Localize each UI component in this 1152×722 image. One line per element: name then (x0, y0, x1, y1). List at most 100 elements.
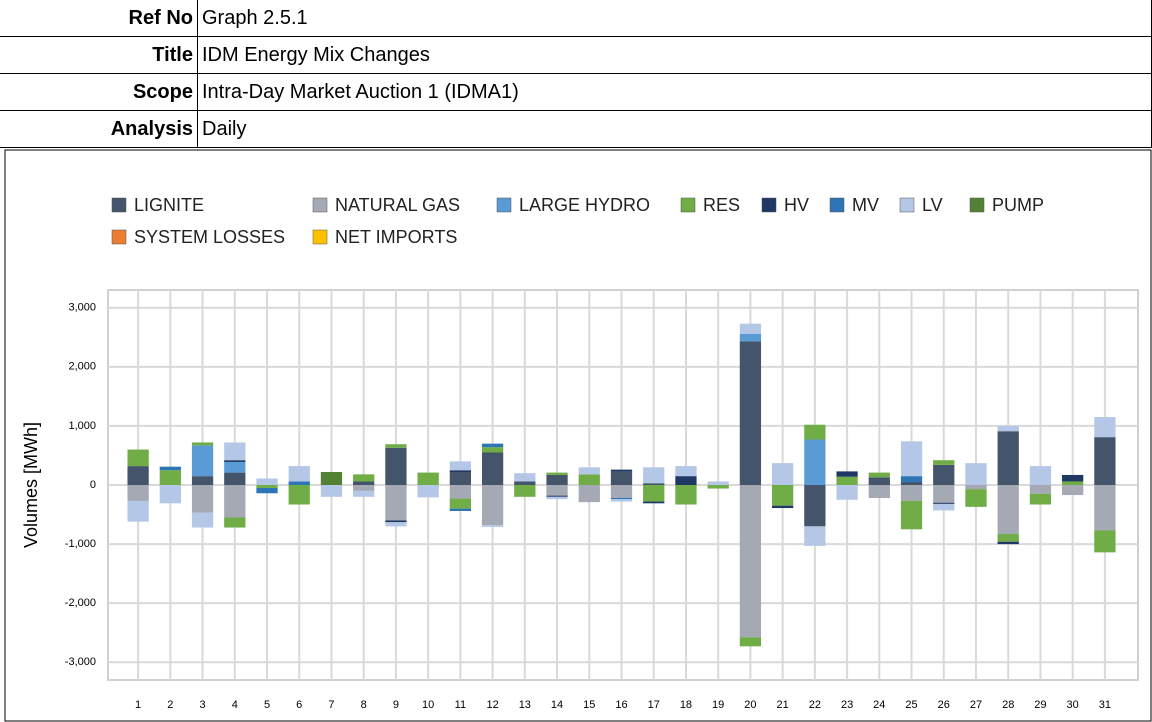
x-tick-label: 31 (1099, 699, 1111, 711)
bar-segment (224, 517, 246, 528)
bar-segment (804, 485, 826, 527)
bar-segment (514, 473, 536, 482)
bar-segment (804, 526, 826, 546)
bar-segment (1094, 437, 1116, 485)
x-tick-label: 24 (873, 699, 885, 711)
bar-segment (739, 341, 762, 485)
y-tick-label: -3,000 (65, 656, 96, 668)
bar-segment (771, 505, 794, 509)
bar-segment (449, 461, 472, 471)
legend-swatch (969, 197, 985, 213)
legend-swatch (761, 197, 777, 213)
chart-frame (4, 149, 1152, 722)
bar-segment (1062, 474, 1084, 482)
bar-segment (320, 485, 343, 497)
y-axis-label: Volumes [MWh] (21, 422, 41, 548)
bar-segment (320, 472, 343, 485)
legend-label: PUMP (992, 195, 1044, 215)
bar-segment (288, 481, 310, 485)
x-tick-label: 26 (938, 699, 950, 711)
bar-segment (353, 481, 375, 485)
legend-swatch (111, 197, 127, 213)
header-value: Daily (197, 110, 1152, 148)
bar-segment (288, 466, 310, 482)
bar-segment (191, 442, 214, 446)
bar-segment (1094, 417, 1116, 438)
x-tick-label: 22 (809, 699, 821, 711)
bar-segment (965, 489, 987, 507)
legend-swatch (111, 229, 127, 245)
x-tick-label: 11 (455, 699, 466, 711)
bar-segment (288, 485, 310, 505)
header-row: Ref No Graph 2.5.1 (0, 0, 1152, 37)
bar-segment (675, 485, 697, 505)
bar-segment (997, 431, 1019, 485)
bar-segment (804, 424, 826, 440)
bar-segment (578, 467, 600, 475)
x-tick-label: 23 (841, 699, 853, 711)
x-tick-label: 2 (167, 699, 173, 711)
x-tick-label: 17 (648, 699, 660, 711)
x-tick-label: 29 (1034, 699, 1046, 711)
bar-segment (353, 474, 375, 482)
header-row: Scope Intra-Day Market Auction 1 (IDMA1) (0, 73, 1152, 111)
bar-segment (546, 472, 568, 475)
legend-label: LIGNITE (134, 195, 204, 215)
bar-segment (675, 466, 697, 477)
x-tick-label: 13 (519, 699, 531, 711)
bar-segment (933, 485, 955, 503)
bar-segment (997, 534, 1019, 542)
x-tick-label: 1 (135, 699, 141, 711)
bar-segment (868, 472, 890, 478)
bar-segment (707, 481, 729, 485)
header-key: Ref No (0, 0, 198, 37)
bar-segment (643, 485, 665, 502)
bar-segment (997, 485, 1019, 535)
header-row: Title IDM Energy Mix Changes (0, 36, 1152, 74)
y-tick-label: 3,000 (68, 302, 96, 314)
bar-segment (481, 525, 504, 527)
x-tick-label: 14 (551, 699, 563, 711)
bar-segment (900, 441, 923, 477)
header-row: Analysis Daily (0, 110, 1152, 148)
legend-swatch (829, 197, 845, 213)
legend-label: LV (922, 195, 943, 215)
bar-segment (127, 449, 149, 467)
bar-segment (546, 495, 568, 497)
bar-segment (1094, 530, 1116, 553)
bar-segment (385, 520, 407, 523)
bar-segment (933, 464, 955, 485)
legend-label: RES (703, 195, 740, 215)
bar-segment (643, 467, 665, 484)
bar-segment (159, 485, 181, 504)
bar-segment (224, 485, 246, 518)
bar-segment (417, 472, 439, 485)
bar-segment (739, 485, 762, 638)
bar-segment (385, 522, 407, 527)
legend-label: NET IMPORTS (335, 227, 457, 247)
bar-segment (1029, 466, 1052, 485)
x-tick-label: 16 (615, 699, 627, 711)
bar-segment (481, 443, 504, 448)
header-value: IDM Energy Mix Changes (197, 36, 1152, 74)
bar-segment (610, 498, 633, 500)
bar-segment (610, 499, 633, 502)
bar-segment (739, 637, 762, 647)
bar-segment (127, 485, 149, 501)
header-value: Graph 2.5.1 (197, 0, 1152, 37)
bar-segment (546, 474, 568, 485)
y-tick-label: -2,000 (65, 597, 96, 609)
bar-segment (1062, 481, 1084, 485)
bar-segment (997, 541, 1019, 545)
bar-segment (449, 485, 472, 499)
bar-segment (997, 425, 1019, 432)
header-key: Title (0, 36, 198, 74)
x-tick-label: 5 (264, 699, 270, 711)
x-tick-label: 4 (232, 699, 238, 711)
header-key: Scope (0, 73, 198, 111)
bar-segment (707, 485, 729, 489)
bar-segment (191, 445, 214, 477)
bar-segment (739, 323, 762, 334)
header-value: Intra-Day Market Auction 1 (IDMA1) (197, 73, 1152, 111)
